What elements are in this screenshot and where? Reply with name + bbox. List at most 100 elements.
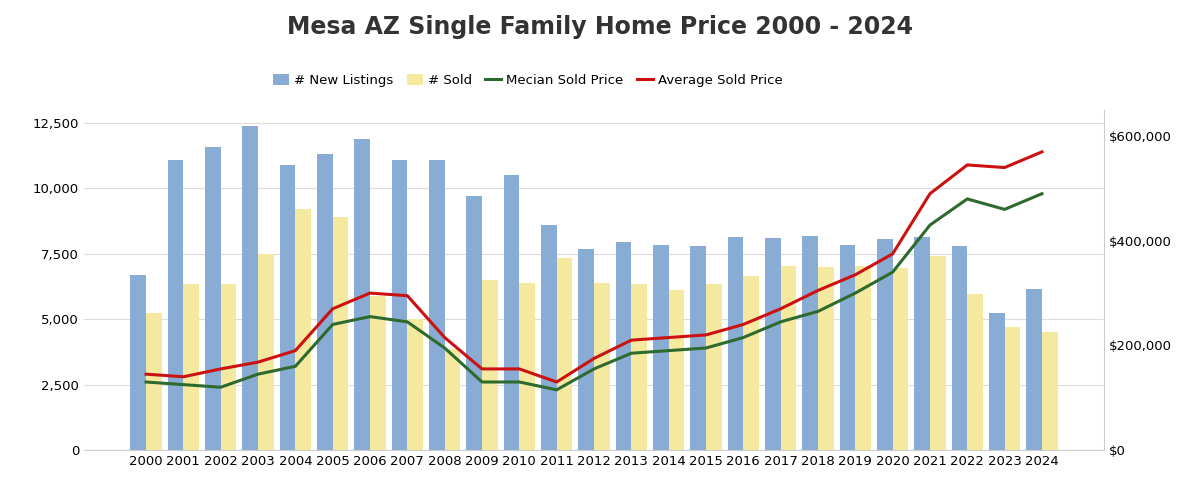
- Bar: [482, 280, 498, 450]
- Mecian Sold Price: [698, 345, 713, 351]
- Mecian Sold Price: [288, 364, 302, 370]
- Bar: [1026, 289, 1042, 450]
- Bar: [818, 267, 834, 450]
- Mecian Sold Price: [362, 314, 377, 320]
- Bar: [541, 225, 557, 450]
- Mecian Sold Price: [214, 384, 228, 390]
- Bar: [221, 284, 236, 450]
- Mecian Sold Price: [512, 379, 527, 385]
- Average Sold Price: [176, 374, 191, 380]
- Mecian Sold Price: [400, 319, 414, 325]
- Mecian Sold Price: [587, 366, 601, 372]
- Bar: [354, 139, 370, 450]
- Bar: [668, 290, 684, 450]
- Mecian Sold Price: [774, 319, 788, 325]
- Bar: [258, 254, 274, 450]
- Average Sold Price: [325, 306, 340, 312]
- Bar: [764, 238, 781, 450]
- Bar: [653, 244, 668, 450]
- Average Sold Price: [774, 306, 788, 312]
- Bar: [370, 296, 385, 450]
- Bar: [930, 256, 946, 450]
- Text: Mesa AZ Single Family Home Price 2000 - 2024: Mesa AZ Single Family Home Price 2000 - …: [287, 15, 913, 39]
- Average Sold Price: [661, 334, 676, 340]
- Bar: [952, 246, 967, 450]
- Average Sold Price: [587, 356, 601, 362]
- Bar: [877, 240, 893, 450]
- Average Sold Price: [1034, 149, 1049, 155]
- Bar: [430, 160, 445, 450]
- Average Sold Price: [139, 371, 154, 377]
- Bar: [445, 350, 461, 450]
- Mecian Sold Price: [176, 382, 191, 388]
- Bar: [407, 319, 424, 450]
- Bar: [184, 284, 199, 450]
- Mecian Sold Price: [325, 322, 340, 328]
- Average Sold Price: [362, 290, 377, 296]
- Average Sold Price: [736, 322, 750, 328]
- Bar: [131, 275, 146, 450]
- Bar: [504, 176, 520, 450]
- Mecian Sold Price: [960, 196, 974, 202]
- Bar: [967, 294, 983, 450]
- Bar: [1004, 327, 1020, 450]
- Bar: [803, 236, 818, 450]
- Mecian Sold Price: [438, 345, 452, 351]
- Mecian Sold Price: [475, 379, 490, 385]
- Bar: [840, 244, 856, 450]
- Mecian Sold Price: [1034, 190, 1049, 196]
- Average Sold Price: [400, 292, 414, 298]
- Mecian Sold Price: [997, 206, 1012, 212]
- Average Sold Price: [512, 366, 527, 372]
- Legend: # New Listings, # Sold, Mecian Sold Price, Average Sold Price: # New Listings, # Sold, Mecian Sold Pric…: [268, 69, 788, 92]
- Mecian Sold Price: [886, 269, 900, 275]
- Bar: [578, 248, 594, 450]
- Average Sold Price: [698, 332, 713, 338]
- Bar: [1042, 332, 1057, 450]
- Mecian Sold Price: [624, 350, 638, 356]
- Bar: [914, 237, 930, 450]
- Bar: [280, 165, 295, 450]
- Mecian Sold Price: [923, 222, 937, 228]
- Mecian Sold Price: [848, 290, 863, 296]
- Average Sold Price: [886, 251, 900, 257]
- Mecian Sold Price: [736, 334, 750, 340]
- Bar: [557, 258, 572, 450]
- Bar: [856, 266, 871, 450]
- Average Sold Price: [997, 164, 1012, 170]
- Average Sold Price: [811, 288, 826, 294]
- Average Sold Price: [251, 359, 265, 365]
- Bar: [467, 196, 482, 450]
- Line: Average Sold Price: Average Sold Price: [146, 152, 1042, 382]
- Average Sold Price: [550, 379, 564, 385]
- Bar: [743, 276, 758, 450]
- Bar: [616, 242, 631, 450]
- Bar: [146, 312, 162, 450]
- Bar: [727, 237, 743, 450]
- Bar: [295, 210, 311, 450]
- Average Sold Price: [624, 337, 638, 343]
- Bar: [391, 160, 407, 450]
- Mecian Sold Price: [251, 371, 265, 377]
- Bar: [205, 146, 221, 450]
- Average Sold Price: [960, 162, 974, 168]
- Mecian Sold Price: [550, 387, 564, 393]
- Bar: [706, 284, 721, 450]
- Mecian Sold Price: [811, 308, 826, 314]
- Average Sold Price: [438, 334, 452, 340]
- Bar: [520, 282, 535, 450]
- Mecian Sold Price: [661, 348, 676, 354]
- Average Sold Price: [475, 366, 490, 372]
- Average Sold Price: [923, 190, 937, 196]
- Line: Mecian Sold Price: Mecian Sold Price: [146, 194, 1042, 390]
- Bar: [332, 217, 348, 450]
- Bar: [317, 154, 332, 450]
- Bar: [781, 266, 797, 450]
- Average Sold Price: [288, 348, 302, 354]
- Bar: [594, 282, 610, 450]
- Bar: [242, 126, 258, 450]
- Bar: [989, 312, 1004, 450]
- Bar: [168, 160, 184, 450]
- Average Sold Price: [214, 366, 228, 372]
- Bar: [631, 284, 647, 450]
